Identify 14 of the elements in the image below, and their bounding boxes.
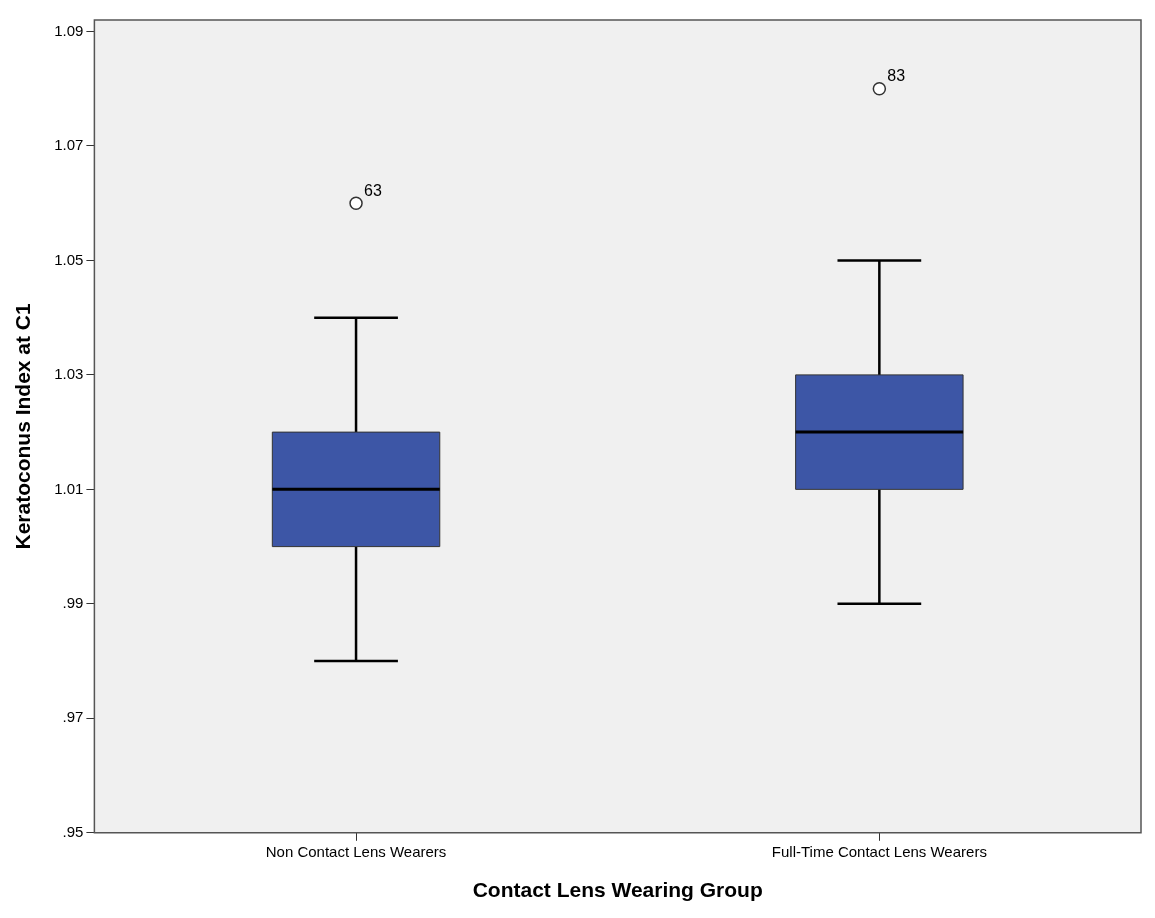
y-tick-label: 1.03	[54, 365, 84, 383]
y-tick-label: .99	[62, 593, 84, 611]
y-tick-label: .95	[62, 822, 84, 840]
y-tick-label: 1.07	[54, 136, 84, 154]
x-tick-label: Non Contact Lens Wearers	[265, 842, 447, 860]
y-axis-title: Keratoconus Index at C1	[11, 302, 35, 550]
x-tick-label: Full-Time Contact Lens Wearers	[771, 842, 987, 860]
y-tick-label: .97	[62, 708, 84, 726]
y-tick-label: 1.05	[54, 250, 84, 268]
y-tick-label: 1.09	[54, 21, 84, 39]
x-axis-title: Contact Lens Wearing Group	[472, 878, 763, 902]
annotation: 83	[887, 67, 906, 85]
annotation: 63	[364, 181, 382, 199]
y-tick-label: 1.01	[54, 479, 84, 497]
